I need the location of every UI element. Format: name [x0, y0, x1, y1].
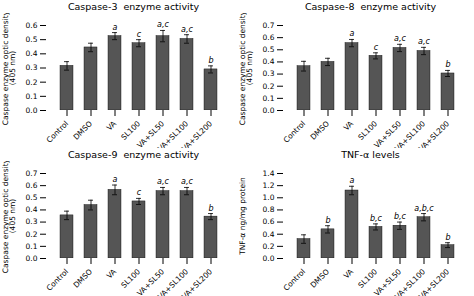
- svg-text:Control: Control: [45, 267, 71, 293]
- svg-text:SL100: SL100: [119, 119, 142, 142]
- svg-text:a,c: a,c: [418, 37, 430, 46]
- svg-text:a: a: [113, 175, 118, 184]
- svg-text:0.2: 0.2: [263, 82, 275, 91]
- svg-text:Caspase enzyme optic density(4: Caspase enzyme optic density(405 nm): [1, 13, 18, 125]
- svg-text:a,c: a,c: [157, 20, 169, 29]
- svg-text:TNF-α ng/mg protein: TNF-α ng/mg protein: [238, 177, 247, 256]
- svg-text:0.2: 0.2: [26, 230, 38, 239]
- svg-text:b: b: [208, 204, 213, 213]
- svg-text:0.1: 0.1: [26, 92, 38, 101]
- svg-text:0.0: 0.0: [26, 254, 38, 263]
- html-text:Caspase-9 enzyme activity: Caspase-9 enzyme activity: [67, 149, 200, 160]
- svg-text:0.5: 0.5: [263, 45, 275, 54]
- svg-text:0.4: 0.4: [26, 49, 38, 58]
- svg-text:0.2: 0.2: [263, 242, 275, 251]
- svg-text:b: b: [445, 233, 450, 242]
- svg-text:0.0: 0.0: [26, 106, 38, 115]
- svg-text:b,c: b,c: [370, 214, 383, 223]
- svg-text:0.6: 0.6: [263, 33, 275, 42]
- svg-text:0.7: 0.7: [26, 169, 38, 178]
- svg-text:VA+SL200: VA+SL200: [417, 119, 451, 148]
- svg-text:0.0: 0.0: [263, 254, 275, 263]
- svg-text:a,c: a,c: [181, 177, 193, 186]
- svg-text:0.3: 0.3: [26, 217, 38, 226]
- svg-text:0.4: 0.4: [263, 57, 275, 66]
- svg-text:0.3: 0.3: [263, 69, 275, 78]
- svg-text:a,c: a,c: [394, 34, 406, 43]
- html-text:TNF-α levels: TNF-α levels: [341, 149, 400, 160]
- svg-text:1.0: 1.0: [263, 193, 275, 202]
- svg-text:0.5: 0.5: [26, 193, 38, 202]
- svg-text:VA: VA: [342, 266, 356, 280]
- svg-text:1.2: 1.2: [263, 181, 275, 190]
- svg-text:b: b: [445, 60, 450, 69]
- svg-text:0.7: 0.7: [263, 21, 275, 30]
- svg-text:0.4: 0.4: [26, 205, 38, 214]
- svg-text:0.4: 0.4: [263, 230, 275, 239]
- svg-text:DMSO: DMSO: [309, 267, 332, 290]
- svg-text:VA: VA: [105, 266, 119, 280]
- svg-text:Caspase enzyme optic density(4: Caspase enzyme optic density(405 nm): [1, 161, 18, 273]
- svg-text:DMSO: DMSO: [72, 119, 95, 142]
- svg-text:0.2: 0.2: [26, 78, 38, 87]
- svg-text:c: c: [137, 30, 142, 39]
- svg-text:a: a: [350, 176, 355, 185]
- svg-text:0.3: 0.3: [26, 63, 38, 72]
- html-text:Caspase-8 enzyme activity: Caspase-8 enzyme activity: [304, 1, 437, 12]
- svg-text:c: c: [374, 43, 379, 52]
- svg-text:0.5: 0.5: [26, 35, 38, 44]
- svg-text:VA: VA: [105, 118, 119, 132]
- svg-text:VA+SL200: VA+SL200: [417, 267, 451, 296]
- svg-text:c: c: [137, 188, 142, 197]
- svg-text:SL100: SL100: [119, 267, 142, 290]
- svg-text:0.0: 0.0: [263, 106, 275, 115]
- svg-text:Control: Control: [45, 119, 71, 145]
- svg-text:a,b,c: a,b,c: [414, 204, 434, 213]
- svg-text:0.1: 0.1: [26, 242, 38, 251]
- svg-text:0.6: 0.6: [26, 21, 38, 30]
- svg-text:DMSO: DMSO: [72, 267, 95, 290]
- svg-text:DMSO: DMSO: [309, 119, 332, 142]
- svg-text:a,c: a,c: [157, 177, 169, 186]
- svg-text:b: b: [325, 216, 330, 225]
- svg-text:b,c: b,c: [394, 212, 407, 221]
- svg-text:SL100: SL100: [356, 267, 379, 290]
- svg-text:VA+SL200: VA+SL200: [180, 267, 214, 296]
- svg-text:0.1: 0.1: [263, 94, 275, 103]
- svg-text:1.4: 1.4: [263, 169, 275, 178]
- html-text:Caspase-3 enzyme activity: Caspase-3 enzyme activity: [67, 1, 200, 12]
- svg-text:SL100: SL100: [356, 119, 379, 142]
- svg-text:0.6: 0.6: [263, 217, 275, 226]
- svg-text:a: a: [113, 23, 118, 32]
- svg-text:b: b: [208, 56, 213, 65]
- svg-text:0.6: 0.6: [26, 181, 38, 190]
- svg-text:Control: Control: [282, 119, 308, 145]
- svg-text:a,c: a,c: [181, 25, 193, 34]
- svg-text:Caspase enzyme optic density(4: Caspase enzyme optic density(405 nm): [238, 13, 255, 125]
- svg-text:Control: Control: [282, 267, 308, 293]
- svg-text:VA: VA: [342, 118, 356, 132]
- svg-text:VA+SL200: VA+SL200: [180, 119, 214, 148]
- svg-text:a: a: [350, 29, 355, 38]
- svg-text:0.8: 0.8: [263, 205, 275, 214]
